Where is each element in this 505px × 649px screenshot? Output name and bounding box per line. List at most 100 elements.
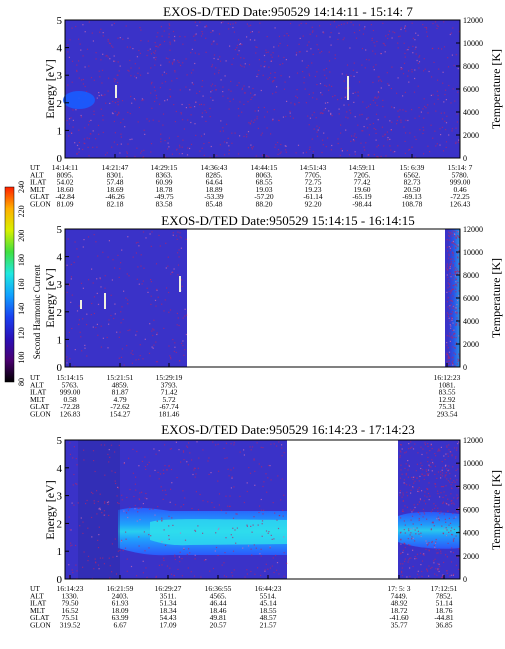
speckle-point	[68, 56, 70, 58]
speckle-point	[181, 575, 183, 577]
speckle-point	[155, 361, 157, 363]
speckle-point	[107, 38, 109, 41]
speckle-point	[424, 442, 426, 444]
speckle-point	[276, 562, 279, 564]
speckle-point	[410, 532, 412, 534]
speckle-point	[340, 97, 343, 99]
speckle-point	[455, 281, 457, 283]
speckle-point	[74, 365, 76, 367]
speckle-point	[402, 500, 404, 502]
speckle-point	[87, 527, 89, 529]
speckle-point	[114, 60, 116, 62]
speckle-point	[130, 565, 133, 568]
speckle-point	[312, 30, 314, 32]
speckle-point	[446, 267, 448, 269]
y-tick-label-right: 12000	[463, 225, 483, 234]
orbit-cell: 17: 5: 3	[388, 584, 411, 593]
speckle-point	[99, 557, 101, 559]
speckle-point	[72, 572, 74, 574]
speckle-point	[451, 454, 453, 456]
speckle-point	[423, 129, 425, 131]
speckle-point	[169, 501, 171, 503]
speckle-point	[360, 142, 362, 144]
speckle-point	[66, 356, 68, 358]
speckle-point	[203, 154, 205, 156]
speckle-point	[102, 35, 104, 37]
panel-3-title: EXOS-D/TED Date:950529 16:14:23 - 17:14:…	[161, 422, 414, 437]
speckle-point	[190, 121, 192, 124]
speckle-point	[454, 234, 456, 236]
speckle-point	[416, 573, 419, 575]
speckle-point	[411, 515, 414, 517]
speckle-point	[74, 142, 76, 144]
speckle-point	[450, 261, 452, 263]
speckle-point	[446, 354, 448, 356]
speckle-point	[194, 123, 196, 125]
speckle-point	[452, 512, 454, 515]
speckle-point	[246, 525, 248, 527]
speckle-point	[76, 144, 79, 146]
speckle-point	[280, 143, 282, 146]
speckle-point	[431, 566, 433, 568]
speckle-point	[399, 553, 402, 555]
orbit-cell: 14:21:47	[102, 163, 129, 172]
speckle-point	[448, 267, 450, 269]
speckle-point	[447, 358, 449, 360]
speckle-point	[232, 98, 234, 100]
speckle-point	[160, 486, 162, 488]
speckle-point	[444, 474, 446, 476]
speckle-point	[174, 121, 176, 123]
orbit-row-label: GLAT	[30, 613, 50, 622]
speckle-point	[281, 444, 283, 446]
speckle-point	[425, 548, 427, 550]
speckle-point	[454, 353, 457, 355]
speckle-point	[169, 49, 171, 51]
speckle-point	[453, 480, 455, 482]
speckle-point	[74, 241, 76, 243]
speckle-point	[262, 485, 264, 488]
speckle-point	[400, 552, 402, 554]
speckle-point	[129, 46, 131, 48]
speckle-point	[194, 554, 196, 556]
speckle-point	[320, 112, 322, 114]
speckle-point	[78, 60, 80, 62]
speckle-point	[168, 345, 170, 347]
speckle-point	[449, 266, 451, 268]
speckle-point	[453, 305, 455, 307]
speckle-point	[114, 110, 116, 112]
speckle-point	[408, 530, 410, 532]
speckle-point	[414, 558, 416, 560]
panel-3-speckles	[67, 441, 461, 580]
speckle-point	[210, 472, 212, 474]
speckle-point	[234, 529, 236, 531]
speckle-point	[201, 116, 203, 118]
speckle-point	[376, 146, 378, 148]
speckle-point	[417, 34, 419, 36]
speckle-point	[283, 35, 285, 37]
speckle-point	[130, 352, 132, 354]
speckle-point	[427, 474, 429, 476]
speckle-point	[256, 116, 258, 118]
speckle-point	[164, 544, 167, 546]
speckle-point	[135, 242, 137, 244]
speckle-point	[142, 503, 144, 505]
speckle-point	[277, 475, 279, 477]
speckle-point	[397, 77, 399, 79]
speckle-point	[66, 291, 68, 293]
speckle-point	[438, 570, 440, 573]
speckle-point	[384, 116, 386, 118]
speckle-point	[450, 290, 452, 292]
speckle-point	[353, 32, 356, 34]
orbit-cell: -44.81	[434, 613, 454, 622]
orbit-cell: 20.50	[404, 185, 421, 194]
speckle-point	[296, 97, 298, 99]
orbit-cell: 15:14: 7	[448, 163, 473, 172]
speckle-point	[182, 340, 184, 342]
speckle-point	[409, 148, 411, 151]
y-tick-label-right: 10000	[463, 459, 483, 468]
speckle-point	[328, 60, 331, 62]
speckle-point	[448, 531, 450, 533]
speckle-point	[258, 463, 260, 465]
speckle-point	[317, 129, 319, 131]
speckle-point	[442, 71, 444, 73]
